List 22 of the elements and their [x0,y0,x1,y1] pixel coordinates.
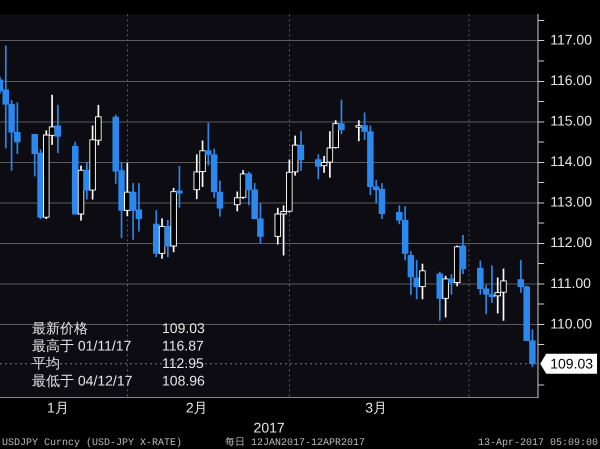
candlestick [338,100,345,134]
candlestick [488,265,496,303]
x-tick-label: 2月 [186,400,208,416]
text: 最低于 04/12/17 108.96 [32,372,205,388]
y-tick-label: 110.00 [550,315,592,332]
y-tick-label: 117.00 [550,32,592,48]
y-tick-label: 115.00 [550,112,592,129]
text: USDJPY Curncy (USD-JPY X-RATE) [2,437,182,449]
y-tick-label: 114.00 [550,153,592,170]
y-tick-label: 116.00 [550,72,592,88]
text: 最新价格 109.03 [32,320,205,336]
y-tick-label: 111.00 [550,274,592,291]
x-tick-label: 1月 [46,400,69,416]
text: 平均 112.95 [32,354,204,371]
ref-line-label: 109.03 [550,356,594,372]
y-tick-label: 113.00 [550,194,592,210]
text: 每日 12JAN2017-12APR2017 [225,436,366,449]
y-tick-label: 112.00 [550,234,592,250]
text: 13-Apr-2017 05:09:00 [478,438,598,449]
x-axis-title: 2017 [254,419,285,436]
text: 最高于 01/11/17 116.87 [32,337,204,354]
x-tick-label: 3月 [365,400,388,416]
